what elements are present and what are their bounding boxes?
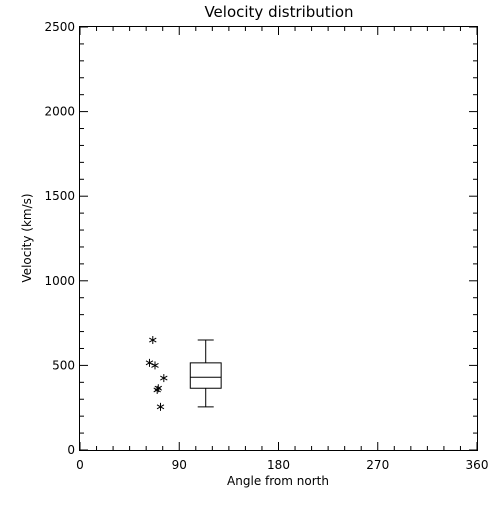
data-point — [145, 358, 154, 367]
y-tick-label: 2500 — [44, 20, 75, 34]
x-tick-label: 0 — [76, 458, 84, 472]
scatter-points — [145, 336, 168, 411]
y-tick-label: 2000 — [44, 105, 75, 119]
y-tick-label: 500 — [52, 358, 75, 372]
data-point — [151, 361, 159, 370]
tick-labels: 0 90 180 270 360 0 500 1000 1500 2000 2500 — [44, 20, 488, 472]
box-iqr — [189, 362, 222, 389]
x-tick-label: 180 — [267, 458, 290, 472]
data-point — [149, 336, 157, 345]
data-point-stroke — [156, 404, 165, 410]
chart-title: Velocity distribution — [204, 3, 353, 21]
data-point — [156, 402, 165, 411]
plot-area-frame — [79, 26, 478, 451]
y-axis-title: Velocity (km/s) — [20, 193, 34, 282]
data-point-stroke — [149, 337, 157, 343]
data-point-stroke — [153, 387, 161, 393]
x-tick-label: 90 — [172, 458, 187, 472]
data-point-stroke — [160, 375, 168, 381]
y-tick-label: 1500 — [44, 189, 75, 203]
data-point-stroke — [145, 360, 154, 366]
data-point-stroke — [151, 362, 159, 368]
y-tick-label: 1000 — [44, 274, 75, 288]
x-axis-title: Angle from north — [227, 474, 329, 488]
axis-ticks — [79, 26, 478, 451]
y-tick-label: 0 — [67, 443, 75, 457]
x-tick-label: 360 — [466, 458, 489, 472]
x-tick-label: 270 — [366, 458, 389, 472]
data-point — [153, 385, 161, 394]
data-point — [160, 374, 168, 383]
boxplot — [189, 339, 222, 408]
